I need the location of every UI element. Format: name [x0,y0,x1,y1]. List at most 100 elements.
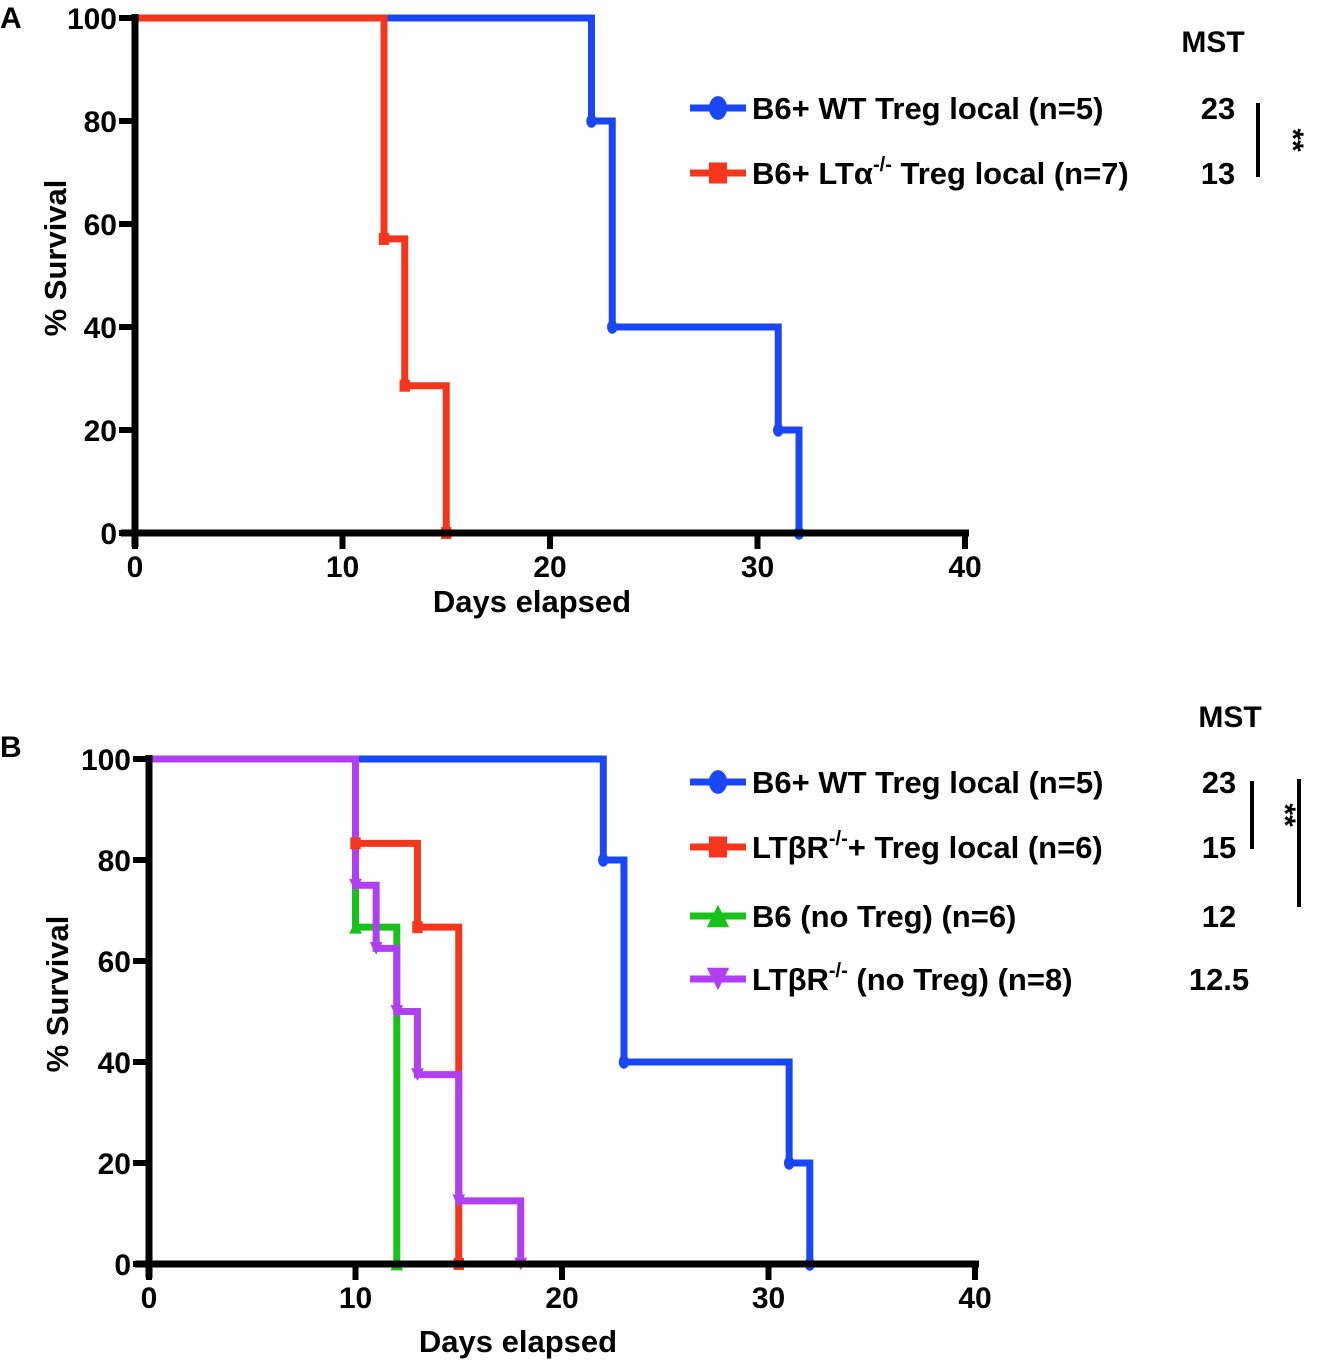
panel-label: B [0,731,22,764]
x-tick-label: 20 [545,1282,578,1315]
data-point [586,114,597,128]
x-tick-label: 40 [958,1282,991,1315]
legend-label: B6+ LTα-/- Treg local (n=7) [752,154,1129,191]
legend-mst-value: 13 [1201,156,1235,191]
legend-mst-value: 15 [1202,830,1236,865]
panel-label: A [0,2,22,35]
legend-item: B6+ WT Treg local (n=5) 23 [690,91,1235,126]
x-tick-label: 10 [326,551,359,584]
data-point [618,1055,630,1069]
y-tick-label: 20 [84,415,117,448]
y-tick-label: 80 [98,845,131,878]
significance-label: ** [1276,128,1309,152]
x-tick-label: 10 [339,1282,372,1315]
data-point [598,853,609,867]
survival-curve-3 [149,755,401,1264]
y-tick-label: 40 [84,312,117,345]
legend-item: LTβR-/- (no Treg) (n=8) 12.5 [690,960,1249,997]
legend-swatch-marker [708,96,728,120]
data-point [390,1005,404,1018]
y-tick-label: 0 [114,1249,131,1282]
y-axis-title: % Survival [38,180,73,337]
legend-mst-value: 12.5 [1189,962,1249,997]
data-point [412,921,423,934]
x-tick-label: 40 [948,551,981,584]
x-tick-label: 30 [752,1282,785,1315]
legend-item: B6+ WT Treg local (n=5) 23 [690,765,1236,800]
significance-label: ** [1268,803,1301,827]
survival-curve-1 [149,755,814,1264]
y-tick-label: 60 [84,209,117,242]
legend-label-text: B6+ LTα [752,156,873,191]
data-point [452,1194,466,1208]
y-tick-label: 20 [98,1148,131,1181]
x-tick-label: 20 [533,551,566,584]
legend-swatch-marker [708,770,728,794]
legend-mst-header: MST [1181,26,1244,59]
legend-mst-value: 23 [1201,91,1235,126]
legend-label-superscript: -/- [873,154,892,176]
legend-label-text: B6+ WT Treg local (n=5) [752,765,1103,800]
legend-item: B6 (no Treg) (n=6) 12 [690,899,1236,934]
legend-label: LTβR-/-+ Treg local (n=6) [752,828,1103,865]
legend-mst-header: MST [1198,701,1261,734]
data-point [350,837,361,850]
y-tick-label: 40 [98,1047,131,1080]
legend-swatch-marker [706,967,730,991]
legend-label-superscript: -/- [829,828,848,850]
significance-marker: ** [1297,779,1320,907]
plot-area [149,755,815,1271]
legend-label-text: (no Treg) (n=8) [848,962,1073,997]
data-point [349,920,362,934]
data-point [349,878,362,892]
panel-b: B 0 20 40 60 80 100 0 10 20 30 40 Days elapsed % Surv… [0,701,1320,1359]
plot-area [135,14,805,540]
legend-mst-value: 12 [1202,899,1236,934]
data-point [607,320,618,334]
significance-marker: ** [1250,781,1301,849]
legend-label: LTβR-/- (no Treg) (n=8) [752,960,1073,997]
survival-curve-2 [135,14,450,533]
legend-label-text: B6 (no Treg) (n=6) [752,899,1016,934]
legend-label-text: LTβR [752,962,829,997]
x-tick-label: 0 [127,551,144,584]
y-tick-label: 60 [98,946,131,979]
data-point [411,1068,424,1082]
legend-label-text: Treg local (n=7) [892,156,1129,191]
legend-item: LTβR-/-+ Treg local (n=6) 15 [690,828,1236,865]
legend-swatch-marker [706,904,730,928]
data-point [783,1156,795,1170]
survival-curve-4 [149,755,525,1264]
significance-label: ** [1313,831,1320,855]
x-axis-title: Days elapsed [433,584,631,619]
data-point [378,232,390,245]
x-tick-label: 30 [741,551,774,584]
x-tick-label: 0 [141,1282,158,1315]
y-tick-label: 80 [84,106,117,139]
legend-label: B6+ WT Treg local (n=5) [752,91,1103,126]
y-tick-label: 100 [67,3,117,36]
legend-label-text: B6+ WT Treg local (n=5) [752,91,1103,126]
y-tick-label: 100 [81,744,131,777]
data-point [399,379,410,392]
significance-marker: ** [1256,103,1309,177]
axes: 0 20 40 60 80 100 0 10 20 30 40 [67,3,982,584]
legend-label: B6+ WT Treg local (n=5) [752,765,1103,800]
y-axis-title: % Survival [40,916,75,1073]
legend-label-text: LTβR [752,830,829,865]
legend: MST B6+ WT Treg local (n=5) 23 B6+ LTα-/- T… [690,26,1309,191]
legend-label-text: + Treg local (n=6) [848,830,1103,865]
legend-label-superscript: -/- [829,960,848,982]
legend-swatch-marker [708,162,728,184]
legend-swatch-marker [708,836,728,858]
survival-curve-1 [135,14,803,533]
data-point [773,423,784,437]
x-axis-title: Days elapsed [419,1324,617,1359]
axes: 0 20 40 60 80 100 0 10 20 30 40 [81,744,992,1315]
panel-a: A 0 20 40 60 80 100 0 10 20 30 40 Days elapsed % Surv… [0,2,1309,619]
legend-item: B6+ LTα-/- Treg local (n=7) 13 [690,154,1235,191]
y-tick-label: 0 [100,518,117,551]
data-point [369,941,383,955]
